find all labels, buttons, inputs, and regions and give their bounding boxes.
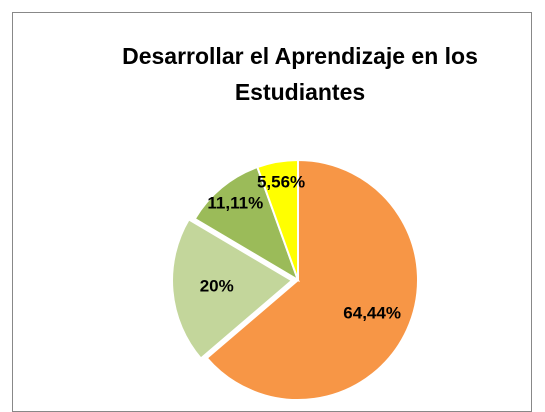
- pie-slice: [171, 217, 294, 360]
- data-label: 5,56%: [257, 173, 305, 192]
- data-label: 64,44%: [343, 304, 401, 323]
- pie-slice: [193, 165, 300, 283]
- data-label: 11,11%: [207, 194, 263, 213]
- pie-slice: [205, 158, 419, 401]
- pie-slice: [256, 158, 299, 281]
- data-label: 20%: [200, 277, 234, 296]
- chart-title: Desarrollar el Aprendizaje en los Estudi…: [122, 43, 478, 105]
